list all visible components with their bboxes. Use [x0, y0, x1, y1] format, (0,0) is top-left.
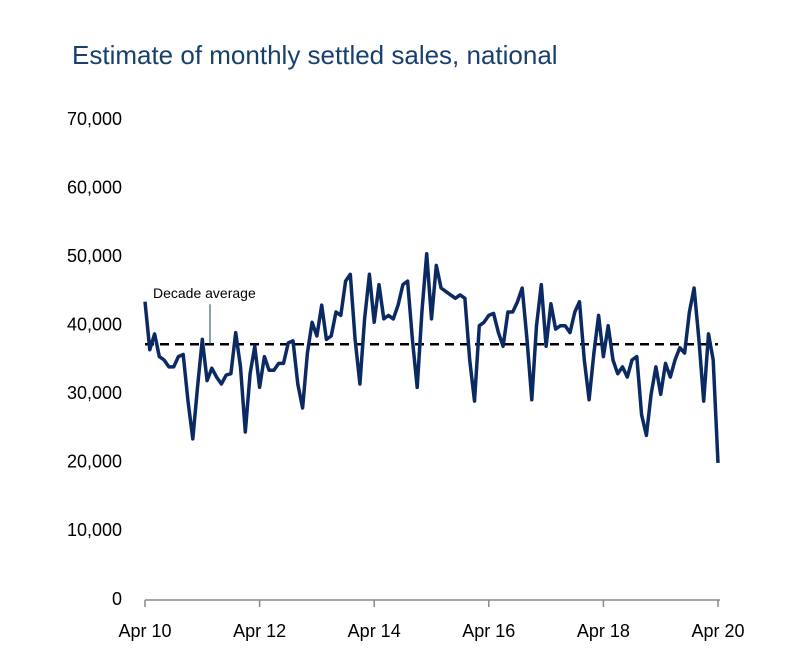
x-tick-label: Apr 16	[462, 621, 515, 641]
y-tick-label: 70,000	[67, 109, 122, 129]
y-tick-label: 60,000	[67, 177, 122, 197]
y-tick-label: 30,000	[67, 383, 122, 403]
y-tick-label: 20,000	[67, 452, 122, 472]
x-tick-label: Apr 18	[577, 621, 630, 641]
data-line	[143, 251, 720, 463]
y-tick-label: 50,000	[67, 246, 122, 266]
y-tick-label: 0	[112, 589, 122, 609]
x-tick-label: Apr 12	[233, 621, 286, 641]
x-tick-label: Apr 20	[691, 621, 744, 641]
x-tick-label: Apr 14	[348, 621, 401, 641]
chart-title: Estimate of monthly settled sales, natio…	[72, 40, 558, 70]
y-tick-label: 40,000	[67, 314, 122, 334]
annotation: Decade average	[153, 285, 256, 301]
y-tick-label: 10,000	[67, 520, 122, 540]
x-tick-label: Apr 10	[118, 621, 171, 641]
